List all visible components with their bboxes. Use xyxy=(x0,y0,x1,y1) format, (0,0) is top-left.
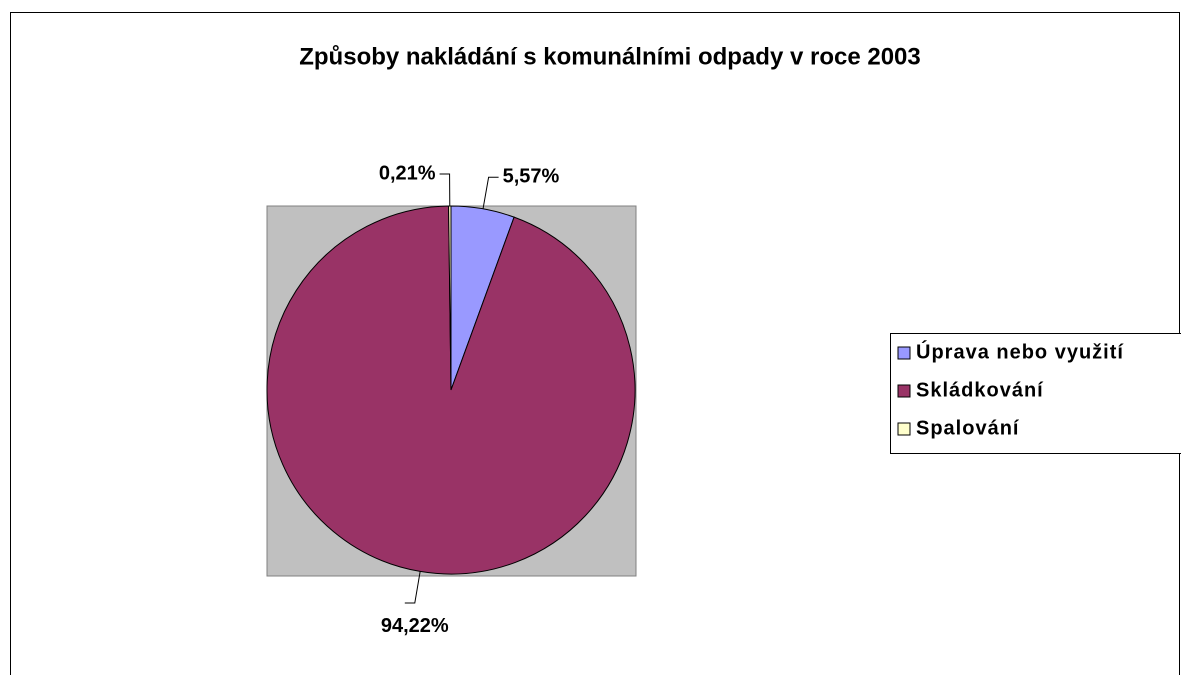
legend-label: Skládkování xyxy=(916,379,1044,401)
leader-line xyxy=(439,173,451,207)
leader-line xyxy=(482,176,499,209)
data-label: 94,22% xyxy=(381,615,449,637)
legend-swatch xyxy=(897,346,911,360)
legend: Úprava nebo využití Skládkování Spalování xyxy=(890,333,1181,454)
leader-line xyxy=(404,571,421,604)
legend-swatch xyxy=(897,384,911,398)
legend-label: Spalování xyxy=(916,417,1020,439)
chart-title: Způsoby nakládání s komunálními odpady v… xyxy=(299,43,921,70)
data-label: 5,57% xyxy=(503,166,560,188)
legend-label: Úprava nebo využití xyxy=(916,339,1124,363)
data-label: 0,21% xyxy=(379,162,436,184)
pie: 5,57% 94,22% 0,21% xyxy=(266,162,636,637)
legend-swatch xyxy=(897,422,911,436)
legend-box xyxy=(890,333,1181,454)
